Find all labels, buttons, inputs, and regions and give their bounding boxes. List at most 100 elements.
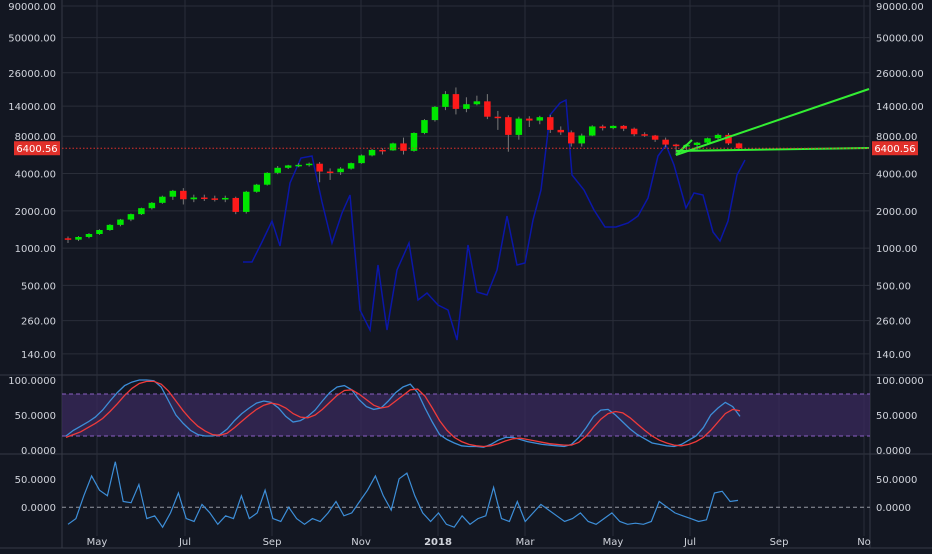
candle-body[interactable] (630, 128, 638, 135)
candle-body[interactable] (704, 138, 711, 143)
candle-body[interactable] (326, 171, 334, 174)
candle-body[interactable] (117, 219, 124, 225)
candle-body[interactable] (190, 197, 198, 200)
y-tick-label-left: 26000.00 (8, 69, 56, 80)
candle-body[interactable] (389, 143, 397, 151)
osc-tick-right: 50.0000 (876, 475, 917, 486)
candle-body[interactable] (505, 117, 512, 135)
stoch-tick-left: 50.0000 (15, 411, 56, 422)
candle-body[interactable] (620, 125, 627, 129)
candle-body[interactable] (305, 163, 313, 166)
candle-body[interactable] (484, 101, 491, 117)
candle-body[interactable] (515, 118, 523, 135)
candle-body[interactable] (410, 132, 418, 151)
candle-body[interactable] (96, 230, 103, 234)
candle-body[interactable] (263, 172, 271, 185)
price-label-bg-left (14, 141, 60, 156)
trendlines[interactable] (675, 88, 870, 156)
candle-body[interactable] (693, 142, 701, 145)
candle-body[interactable] (557, 129, 565, 133)
candle-body[interactable] (494, 116, 502, 119)
candle-body[interactable] (641, 134, 648, 136)
candle-body[interactable] (735, 143, 743, 149)
x-tick-label: 2018 (424, 537, 452, 548)
candle-body[interactable] (567, 132, 575, 144)
candle-body[interactable] (159, 196, 166, 203)
candle-body[interactable] (75, 236, 82, 240)
candle-body[interactable] (368, 149, 376, 156)
y-tick-label-right: 1000.00 (876, 244, 917, 255)
candle-body[interactable] (442, 94, 449, 107)
candle-body[interactable] (421, 120, 428, 133)
osc-line (67, 461, 739, 529)
candle-body[interactable] (106, 224, 114, 231)
candle-body[interactable] (578, 135, 585, 144)
stoch-band (62, 393, 870, 437)
y-tick-label-right: 26000.00 (876, 69, 924, 80)
candles[interactable] (64, 87, 743, 243)
candle-body[interactable] (253, 184, 260, 192)
candle-body[interactable] (295, 164, 302, 167)
candle-body[interactable] (662, 139, 669, 145)
stoch-tick-left: 0.0000 (21, 446, 56, 457)
candle-body[interactable] (274, 167, 281, 173)
y-tick-label-left: 500.00 (21, 281, 56, 292)
candle-body[interactable] (169, 190, 177, 197)
y-tick-label-right: 4000.00 (876, 170, 917, 181)
candle-body[interactable] (148, 202, 156, 209)
candle-body[interactable] (547, 117, 554, 130)
overlay-line (243, 98, 746, 341)
candle-body[interactable] (672, 144, 680, 147)
y-tick-label-left: 2000.00 (15, 207, 56, 218)
candle-body[interactable] (609, 125, 617, 129)
stoch-lines (65, 379, 741, 448)
candle-body[interactable] (526, 118, 533, 121)
candle-body[interactable] (588, 126, 596, 136)
x-tick-label: Nov (351, 537, 371, 548)
candle-body[interactable] (222, 197, 229, 200)
x-tick-label: May (603, 537, 624, 548)
candle-body[interactable] (347, 163, 355, 169)
x-tick-label: Jul (683, 537, 696, 548)
trendline-upper[interactable] (675, 88, 870, 156)
candle-body[interactable] (463, 104, 470, 109)
candle-body[interactable] (180, 190, 187, 200)
candle-body[interactable] (431, 106, 439, 121)
candle-body[interactable] (714, 134, 722, 139)
candle-body[interactable] (211, 198, 219, 200)
candle-body[interactable] (400, 143, 407, 151)
candle-body[interactable] (337, 168, 344, 173)
x-tick-label: No (857, 537, 871, 548)
candle-body[interactable] (232, 197, 240, 212)
candle-body[interactable] (316, 163, 323, 172)
candle-body[interactable] (64, 238, 72, 240)
candle-body[interactable] (85, 233, 93, 237)
candle-body[interactable] (242, 191, 250, 212)
y-tick-label-left: 8000.00 (15, 132, 56, 143)
y-tick-label-right: 50000.00 (876, 34, 924, 45)
trend-arrow-tick (675, 144, 687, 156)
candle-body[interactable] (127, 214, 135, 220)
current-price-label-right: 6400.56 (874, 144, 915, 155)
candle-body[interactable] (138, 208, 145, 215)
candle-body[interactable] (536, 117, 544, 121)
y-tick-label-right: 8000.00 (876, 132, 917, 143)
candle-body[interactable] (284, 165, 292, 168)
blue-overlay-line (243, 98, 746, 341)
y-tick-label-right: 500.00 (876, 281, 911, 292)
candle-body[interactable] (452, 94, 460, 109)
candle-body[interactable] (358, 155, 365, 164)
candle-body[interactable] (379, 149, 386, 152)
stoch-tick-right: 50.0000 (876, 411, 917, 422)
candle-body[interactable] (725, 134, 732, 144)
osc-tick-left: 0.0000 (21, 503, 56, 514)
y-tick-label-right: 2000.00 (876, 207, 917, 218)
candle-body[interactable] (599, 126, 606, 129)
candle-body[interactable] (651, 135, 659, 140)
candle-body[interactable] (201, 197, 208, 200)
y-tick-label-left: 50000.00 (8, 34, 56, 45)
candle-body[interactable] (473, 101, 481, 105)
